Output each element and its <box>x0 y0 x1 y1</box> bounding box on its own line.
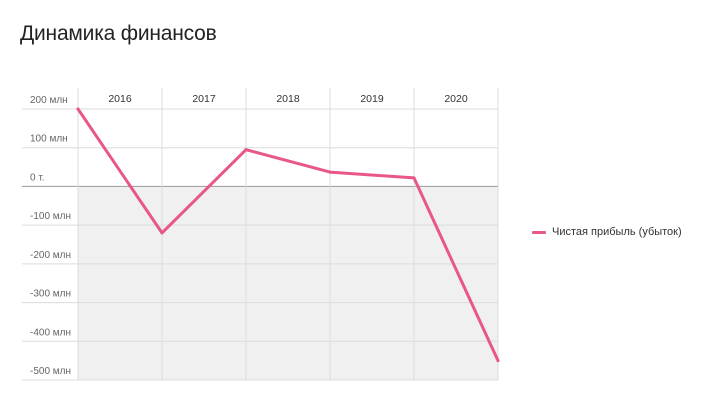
data-point <box>76 107 80 111</box>
data-point <box>160 231 164 235</box>
y-tick-label: -300 млн <box>30 289 71 300</box>
data-point <box>328 170 332 174</box>
negative-area <box>78 186 498 380</box>
y-tick-label: -500 млн <box>30 366 71 377</box>
chart-legend: Чистая прибыль (убыток) <box>532 226 682 238</box>
page-title: Динамика финансов <box>20 22 217 45</box>
y-tick-label: -100 млн <box>30 211 71 222</box>
legend-label: Чистая прибыль (убыток) <box>552 226 682 238</box>
y-tick-label: -200 млн <box>30 250 71 261</box>
y-tick-label: 200 млн <box>30 95 68 106</box>
data-point <box>412 176 416 180</box>
y-tick-label: -400 млн <box>30 327 71 338</box>
x-category-label: 2017 <box>192 93 216 105</box>
x-category-label: 2020 <box>444 93 468 105</box>
x-category-label: 2019 <box>360 93 384 105</box>
data-point <box>496 359 500 363</box>
legend-swatch <box>532 230 546 234</box>
series-line <box>76 107 500 363</box>
y-tick-label: 100 млн <box>30 134 68 145</box>
y-tick-label: 0 т. <box>30 172 45 183</box>
x-category-label: 2018 <box>276 93 300 105</box>
x-category-label: 2016 <box>108 93 132 105</box>
data-point <box>244 148 248 152</box>
